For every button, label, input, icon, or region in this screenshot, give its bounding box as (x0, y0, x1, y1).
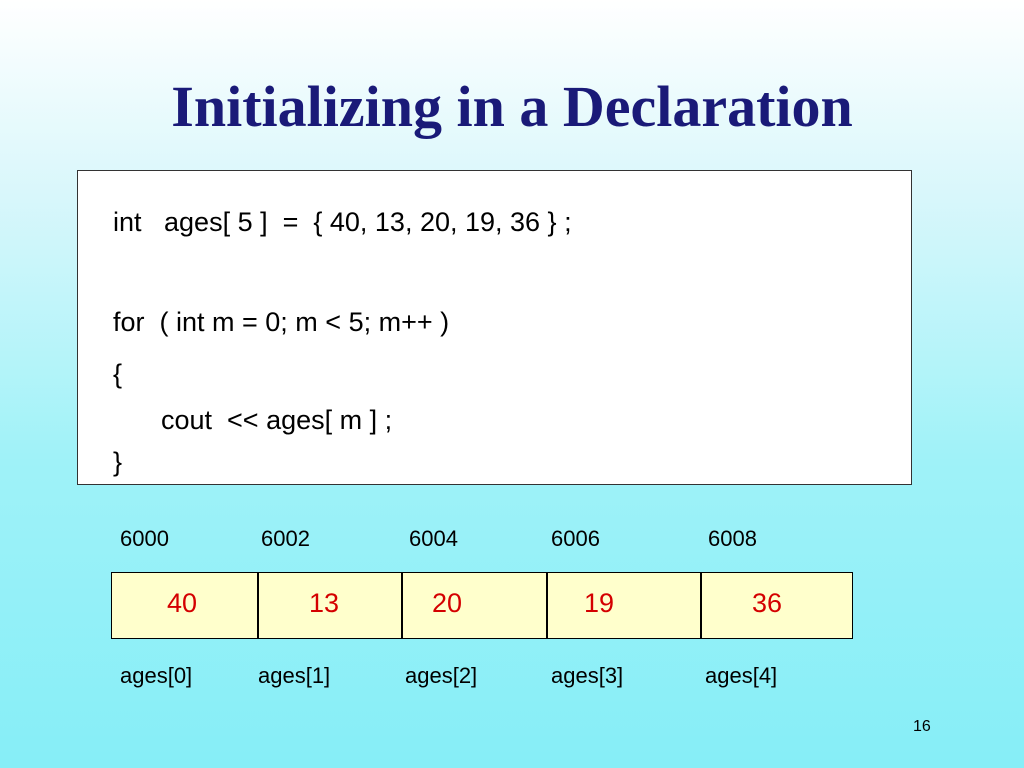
element-label-4: ages[4] (705, 663, 778, 688)
array-memory-cells: 40 13 20 19 36 (111, 572, 853, 639)
cell-divider (401, 573, 403, 638)
element-label-3: ages[3] (551, 663, 624, 688)
code-line-cout: cout << ages[ m ] ; (161, 405, 393, 435)
cell-value-1: 13 (309, 588, 340, 618)
cell-value-2: 20 (432, 588, 463, 618)
code-box: int ages[ 5 ] = { 40, 13, 20, 19, 36 } ;… (77, 170, 912, 485)
element-label-0: ages[0] (120, 663, 193, 688)
slide-title: Initializing in a Declaration (171, 74, 853, 139)
code-line-close-brace: } (113, 447, 123, 477)
address-3: 6006 (551, 526, 600, 551)
code-line-declaration: int ages[ 5 ] = { 40, 13, 20, 19, 36 } ; (113, 207, 572, 237)
address-0: 6000 (120, 526, 169, 551)
page-number: 16 (913, 718, 931, 735)
code-line-open-brace: { (113, 359, 123, 389)
address-2: 6004 (409, 526, 458, 551)
cell-divider (700, 573, 702, 638)
cell-value-0: 40 (167, 588, 198, 618)
address-1: 6002 (261, 526, 310, 551)
element-label-2: ages[2] (405, 663, 478, 688)
code-line-for: for ( int m = 0; m < 5; m++ ) (113, 307, 450, 337)
element-label-1: ages[1] (258, 663, 331, 688)
cell-value-3: 19 (584, 588, 615, 618)
cell-value-4: 36 (752, 588, 783, 618)
cell-divider (546, 573, 548, 638)
address-4: 6008 (708, 526, 757, 551)
cell-divider (257, 573, 259, 638)
